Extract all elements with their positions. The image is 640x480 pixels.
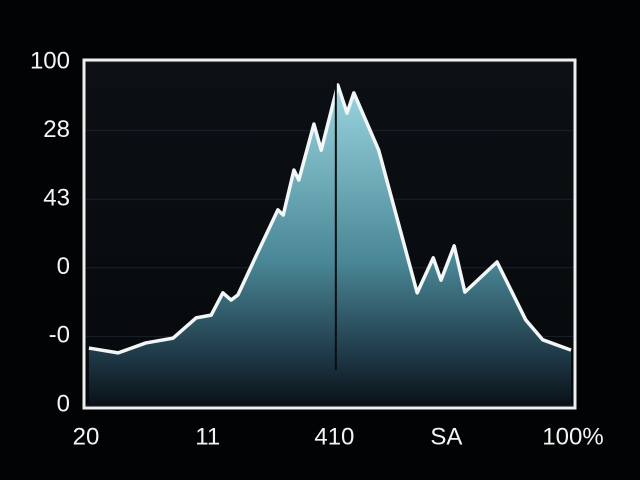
y-tick-label: 0 [57, 253, 70, 280]
y-tick-label: 28 [43, 116, 70, 143]
x-tick-label: 20 [73, 423, 100, 450]
plot-border [82, 58, 577, 410]
x-tick-label: 100% [542, 423, 603, 450]
area [88, 84, 572, 405]
y-tick-label: 100 [30, 47, 70, 74]
area-line [88, 83, 572, 355]
y-tick-label: 43 [43, 185, 70, 212]
x-tick-label: SA [430, 423, 462, 450]
x-tick-label: 11 [195, 423, 220, 450]
y-tick-label: -0 [49, 322, 70, 349]
y-tick-label: 0 [57, 390, 70, 417]
x-tick-label: 410 [314, 423, 354, 450]
